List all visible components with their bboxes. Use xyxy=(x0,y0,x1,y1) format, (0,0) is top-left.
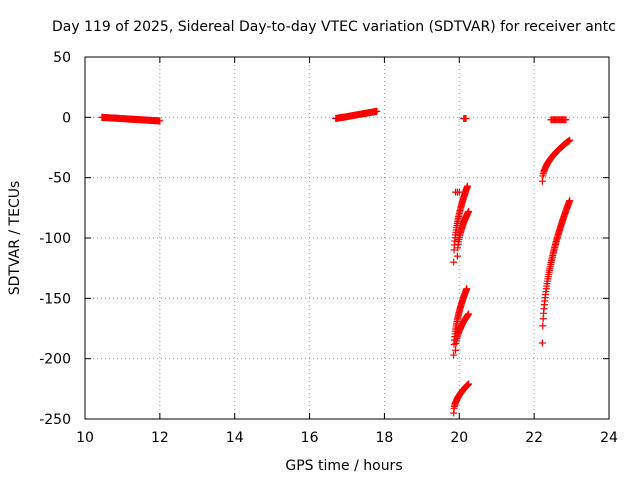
y-tick-label: -150 xyxy=(39,291,71,307)
y-tick-label: 50 xyxy=(53,50,71,66)
y-tick-label: 0 xyxy=(62,110,71,126)
data-point xyxy=(450,258,458,266)
y-tick-label: -100 xyxy=(39,231,71,247)
plot-frame xyxy=(84,56,610,420)
tick-labels-layer: 10 12 14 16 18 20 22 24 50 0 -50 -100 -150 -200 -250 xyxy=(39,50,618,446)
data-point xyxy=(538,339,546,347)
data-point xyxy=(566,136,574,144)
y-tick-label: -200 xyxy=(39,352,71,368)
y-tick-label: -250 xyxy=(39,412,71,428)
x-tick-label: 16 xyxy=(301,430,319,446)
data-point xyxy=(373,107,381,115)
x-tick-label: 12 xyxy=(151,430,169,446)
x-tick-label: 18 xyxy=(376,430,394,446)
x-axis-label: GPS time / hours xyxy=(285,458,402,474)
data-point xyxy=(462,115,470,123)
x-tick-label: 20 xyxy=(450,430,468,446)
data-point xyxy=(465,310,473,318)
grid-layer xyxy=(85,57,609,419)
data-point xyxy=(450,351,458,359)
data-point xyxy=(453,252,461,260)
data-point xyxy=(562,116,570,124)
x-tick-label: 24 xyxy=(600,430,618,446)
x-tick-label: 10 xyxy=(76,430,94,446)
data-point xyxy=(566,197,574,205)
data-point xyxy=(465,380,473,388)
data-point xyxy=(539,322,547,330)
y-axis-label: SDTVAR / TECUs xyxy=(7,181,23,296)
data-point xyxy=(465,207,473,215)
data-point xyxy=(156,117,164,125)
x-tick-label: 22 xyxy=(525,430,543,446)
data-point xyxy=(463,285,471,293)
data-point xyxy=(452,346,460,354)
ticks-layer xyxy=(84,56,610,420)
data-point xyxy=(464,182,472,190)
data-point xyxy=(455,188,463,196)
x-tick-label: 14 xyxy=(226,430,244,446)
chart-title: Day 119 of 2025, Sidereal Day-to-day VTE… xyxy=(52,19,616,35)
data-layer xyxy=(98,107,574,417)
y-tick-label: -50 xyxy=(48,171,71,187)
